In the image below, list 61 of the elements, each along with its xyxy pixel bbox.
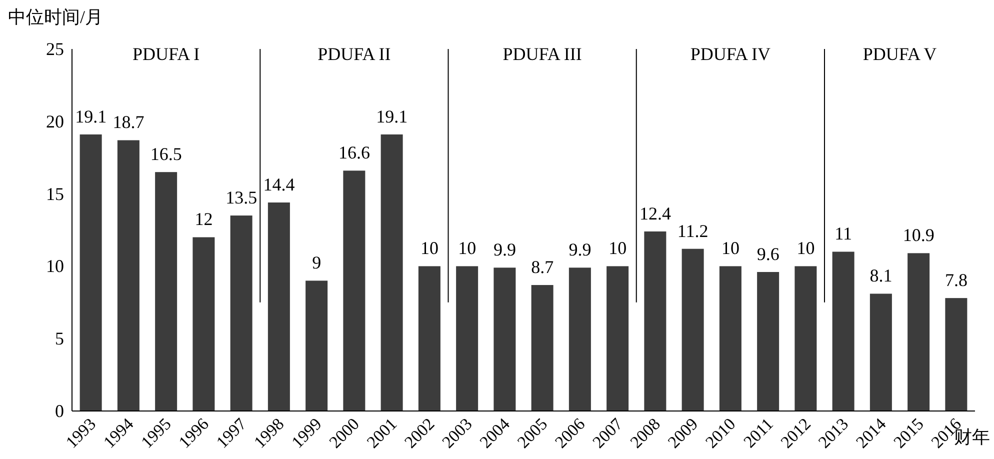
data-label: 10: [458, 238, 476, 258]
bar: [531, 285, 554, 411]
data-label: 10.9: [902, 225, 934, 246]
y-tick-label: 0: [55, 401, 64, 421]
y-axis-title: 中位时间/月: [8, 7, 104, 27]
data-label: 12.4: [639, 203, 671, 224]
data-label: 18.7: [112, 112, 144, 132]
bar: [832, 252, 854, 411]
data-label: 16.6: [338, 142, 370, 163]
data-label: 14.4: [263, 174, 295, 194]
bar: [757, 272, 780, 411]
data-label: 19.1: [376, 106, 408, 126]
data-label: 8.1: [870, 266, 892, 286]
bar: [155, 172, 178, 411]
bar: [794, 266, 817, 411]
annotation: PDUFA II: [318, 44, 391, 64]
bar: [945, 298, 968, 411]
bar: [380, 134, 403, 411]
x-tick-label: 2011: [740, 414, 777, 452]
data-label: 9.9: [568, 240, 592, 260]
bar: [606, 266, 629, 411]
data-label: 8.7: [531, 257, 554, 278]
data-label: 9.6: [756, 244, 780, 264]
data-label: 10: [608, 238, 627, 258]
data-label: 10: [796, 238, 815, 258]
data-label: 9: [312, 252, 322, 273]
data-label: 11.2: [677, 220, 708, 241]
bar: [117, 140, 140, 411]
data-label: 16.5: [150, 144, 182, 164]
bar: [568, 268, 591, 411]
bar: [644, 231, 666, 411]
bar: [719, 266, 742, 411]
data-label: 13.5: [226, 188, 258, 208]
data-label: 7.8: [944, 270, 968, 290]
data-label: 10: [420, 238, 438, 258]
bar: [343, 170, 366, 411]
bar: [306, 280, 328, 411]
data-label: 9.9: [493, 240, 516, 260]
bar: [494, 268, 516, 411]
annotation: PDUFA I: [132, 44, 200, 64]
data-label: 12: [194, 209, 213, 230]
y-tick-label: 5: [55, 328, 64, 349]
y-tick-label: 10: [46, 256, 64, 276]
bar: [908, 253, 930, 411]
bar: [418, 266, 440, 411]
bar: [268, 202, 290, 411]
annotation: PDUFA IV: [690, 44, 771, 64]
data-label: 10: [721, 238, 740, 258]
bar: [682, 248, 704, 411]
y-tick-label: 15: [46, 184, 64, 204]
bar: [192, 237, 215, 411]
data-label: 11: [834, 224, 852, 244]
bar: [456, 266, 478, 411]
annotation: PDUFA III: [502, 44, 582, 64]
bar: [230, 216, 252, 411]
bar: [80, 134, 102, 411]
y-tick-label: 20: [46, 111, 64, 132]
data-label: 19.1: [75, 106, 107, 126]
y-tick-label: 25: [46, 39, 64, 59]
annotation: PDUFA V: [862, 44, 937, 64]
bar: [870, 294, 892, 411]
